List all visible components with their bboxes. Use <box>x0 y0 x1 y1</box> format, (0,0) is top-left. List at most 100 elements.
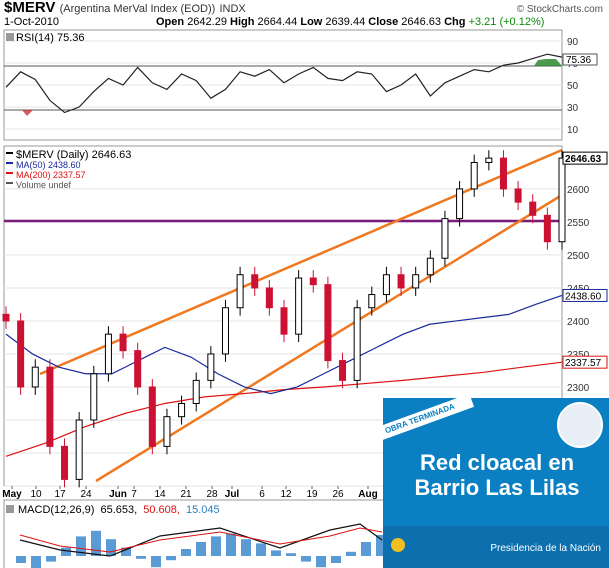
candle-body <box>368 294 376 309</box>
quote-date: 1-Oct-2010 <box>4 16 60 28</box>
x-tick-label: Jul <box>225 489 240 500</box>
legend-entry: Volume undef <box>16 180 72 190</box>
macd-hist-bar <box>151 556 161 568</box>
overlay-advertisement: OBRA TERMINADA Red cloacal en Barrio Las… <box>383 398 609 568</box>
macd-value-2: 50.608, <box>143 504 180 516</box>
legend-entry: MA(50) 2438.60 <box>16 160 81 170</box>
candle-body <box>426 257 434 276</box>
legend-entry: MA(200) 2337.57 <box>16 170 86 180</box>
candle-body <box>75 419 83 480</box>
macd-label: MACD(12,26,9) <box>18 504 94 516</box>
macd-value-1: 65.653, <box>100 504 137 516</box>
candle-body <box>382 274 390 296</box>
candle-body <box>485 157 493 164</box>
ad-logo-icon <box>391 538 405 552</box>
macd-hist-bar <box>286 553 296 556</box>
open-label: Open <box>156 16 185 28</box>
candle-body <box>61 445 69 480</box>
macd-hist-bar <box>166 556 176 561</box>
close-value: 2646.63 <box>401 16 442 28</box>
x-tick-label: 28 <box>206 489 218 500</box>
candle-body <box>2 313 10 322</box>
rsi-tick-label: 50 <box>567 81 579 92</box>
candle-body <box>514 188 522 203</box>
high-value: 2664.44 <box>257 16 298 28</box>
rsi-oversold-fill <box>22 110 33 116</box>
candle-body <box>412 274 420 289</box>
ad-ribbon: OBRA TERMINADA <box>383 398 475 445</box>
macd-signal-line <box>19 527 383 553</box>
price-tick-label: 2550 <box>567 218 590 229</box>
rsi-overbought-fill <box>534 59 562 66</box>
candle-body <box>324 284 332 362</box>
candle-body <box>207 353 215 381</box>
low-value: 2639.44 <box>325 16 366 28</box>
price-tag-box <box>562 151 608 165</box>
macd-hist-bar <box>76 536 86 556</box>
macd-hist-bar <box>181 549 191 556</box>
change-label: Chg <box>444 16 466 28</box>
ad-title-line-2: Barrio Las Lilas <box>414 475 580 500</box>
macd-hist-bar <box>31 556 41 568</box>
macd-hist-bar <box>121 547 131 556</box>
candle-body <box>31 366 39 388</box>
exchange: INDX <box>219 3 246 15</box>
candle-body <box>499 157 507 190</box>
macd-line <box>19 523 383 557</box>
legend-swatch <box>6 172 13 174</box>
macd-hist-bar <box>376 534 386 556</box>
macd-hist-bar <box>61 547 71 556</box>
candle-body <box>178 402 186 418</box>
price-tick-label: 2350 <box>567 350 590 361</box>
price-tick-label: 2400 <box>567 317 590 328</box>
candle-body <box>148 386 156 447</box>
ma50-line <box>5 294 563 395</box>
x-tick-label: 7 <box>131 489 137 500</box>
rsi-value-tag <box>562 53 598 66</box>
index-name: (Argentina MerVal Index (EOD)) <box>59 3 216 15</box>
candle-body <box>265 287 273 309</box>
macd-hist-bar <box>226 533 236 556</box>
price-tick-label: 2300 <box>567 383 590 394</box>
ma200-line <box>5 361 563 457</box>
x-tick-label: Jun <box>109 489 127 500</box>
ad-title-line-1: Red cloacal en <box>419 450 575 475</box>
candle-body <box>163 416 171 447</box>
price-tag-box <box>562 288 608 302</box>
rsi-line <box>5 53 563 114</box>
legend-entry: $MERV (Daily) 2646.63 <box>16 149 131 161</box>
candle-body <box>119 333 127 352</box>
close-label: Close <box>368 16 399 28</box>
candle-body <box>441 218 449 259</box>
price-tag-box <box>562 355 608 369</box>
rsi-value-tag-text: 75.36 <box>566 55 591 66</box>
x-tick-label: 12 <box>280 489 292 500</box>
macd-hist-bar <box>91 530 101 556</box>
price-tick-label: 2600 <box>567 185 590 196</box>
x-tick-label: Aug <box>358 489 377 500</box>
ad-photo-seal <box>557 402 603 448</box>
candle-body <box>104 333 112 375</box>
candle-body <box>309 277 317 286</box>
macd-hist-bar <box>46 556 56 562</box>
x-tick-label: 10 <box>30 489 42 500</box>
macd-hist-bar <box>316 556 326 568</box>
candle-body <box>456 188 464 220</box>
x-tick-label: 14 <box>154 489 166 500</box>
rsi-legend-icon <box>6 33 14 41</box>
price-tick-label: 2500 <box>567 251 590 262</box>
candle-body <box>251 274 259 289</box>
macd-hist-bar <box>346 551 356 556</box>
price-tag-label: 2438.60 <box>565 291 602 302</box>
change-value: +3.21 (+0.12%) <box>468 16 545 28</box>
ad-footer-text: Presidencia de la Nación <box>490 543 601 554</box>
candle-body <box>134 350 142 388</box>
candle-body <box>529 201 537 216</box>
x-tick-label: May <box>2 489 22 500</box>
candle-body <box>46 366 54 447</box>
candle-body <box>339 360 347 381</box>
ohlc-readout: Open 2642.29 High 2664.44 Low 2639.44 Cl… <box>156 16 544 28</box>
candle-body <box>280 307 288 335</box>
